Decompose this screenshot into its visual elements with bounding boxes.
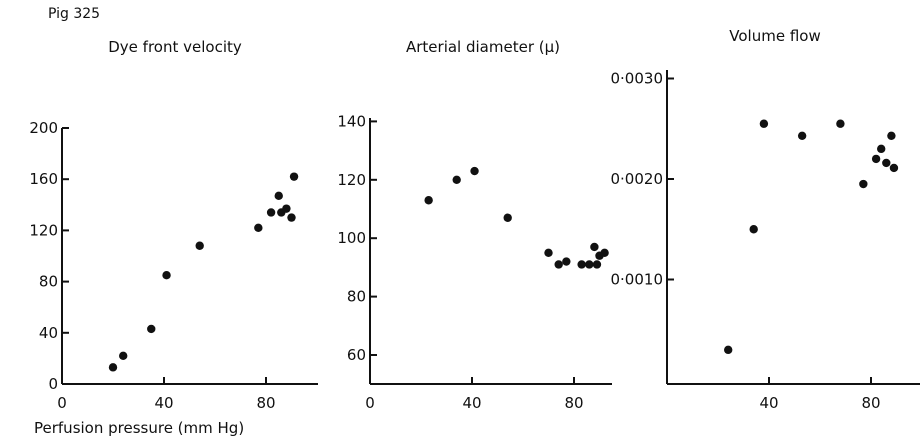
data-point	[749, 225, 758, 234]
data-point	[147, 324, 156, 334]
panel-3: Volume flow 0·0010 0·0020 0·0030 40 80	[611, 27, 920, 412]
x-tick-label: 0	[57, 394, 67, 412]
y-tick-label: 80	[347, 288, 366, 306]
data-point	[274, 191, 283, 201]
y-tick-label: 40	[39, 324, 58, 342]
data-point	[877, 144, 886, 154]
data-point	[452, 175, 461, 184]
data-point	[889, 163, 899, 173]
data-point	[119, 351, 128, 361]
x-tick-label: 40	[154, 394, 173, 412]
y-tick-label: 160	[29, 170, 58, 188]
panel-2-title: Arterial diameter (μ)	[406, 38, 560, 56]
data-point	[797, 131, 807, 140]
x-tick-label: 80	[861, 394, 880, 412]
data-point	[162, 271, 171, 280]
data-point	[871, 154, 881, 164]
y-tick-label: 0·0010	[611, 271, 664, 289]
data-point	[592, 260, 602, 269]
data-point	[108, 363, 118, 372]
figure-label: Pig 325	[48, 6, 100, 22]
data-point	[554, 260, 563, 269]
panel-2: Arterial diameter (μ) 60 80 100 120 140 0 40 80	[337, 38, 612, 412]
x-tick-label: 40	[462, 394, 481, 412]
data-point	[887, 131, 896, 140]
y-tick-label: 200	[29, 119, 58, 137]
data-point	[195, 241, 204, 250]
data-point	[282, 204, 291, 213]
data-point	[859, 179, 868, 189]
y-tick-label: 0·0020	[611, 170, 664, 188]
y-tick-label: 140	[337, 112, 366, 130]
y-tick-label: 120	[337, 171, 366, 189]
data-point	[424, 196, 433, 205]
x-tick-label: 40	[759, 394, 778, 412]
x-axis-label: Perfusion pressure (mm Hg)	[34, 419, 244, 437]
data-point	[759, 119, 769, 128]
data-point	[470, 166, 479, 176]
y-tick-label: 60	[347, 346, 366, 364]
x-tick-label: 80	[256, 394, 275, 412]
data-point	[289, 172, 299, 181]
panel-1: Dye front velocity 0 40 80 120 160 200 0 40 80	[29, 38, 318, 412]
panel-1-title: Dye front velocity	[108, 38, 242, 56]
y-tick-label: 120	[29, 221, 58, 239]
data-point	[544, 248, 553, 257]
data-point	[577, 260, 586, 269]
data-point	[503, 213, 512, 222]
data-point	[836, 119, 845, 128]
y-tick-label: 100	[337, 229, 366, 247]
data-point	[287, 213, 296, 222]
panel-3-title: Volume flow	[729, 27, 820, 45]
y-tick-label: 80	[39, 273, 58, 291]
data-point	[600, 248, 609, 257]
data-point	[724, 345, 733, 355]
data-point	[882, 158, 891, 168]
y-tick-label: 0	[48, 375, 58, 393]
data-point	[590, 242, 599, 252]
x-tick-label: 0	[365, 394, 375, 412]
data-point	[254, 223, 263, 233]
x-tick-label: 80	[564, 394, 583, 412]
data-point	[266, 208, 276, 217]
y-tick-label: 0·0030	[611, 70, 664, 88]
data-point	[562, 257, 571, 266]
data-point	[585, 260, 594, 269]
